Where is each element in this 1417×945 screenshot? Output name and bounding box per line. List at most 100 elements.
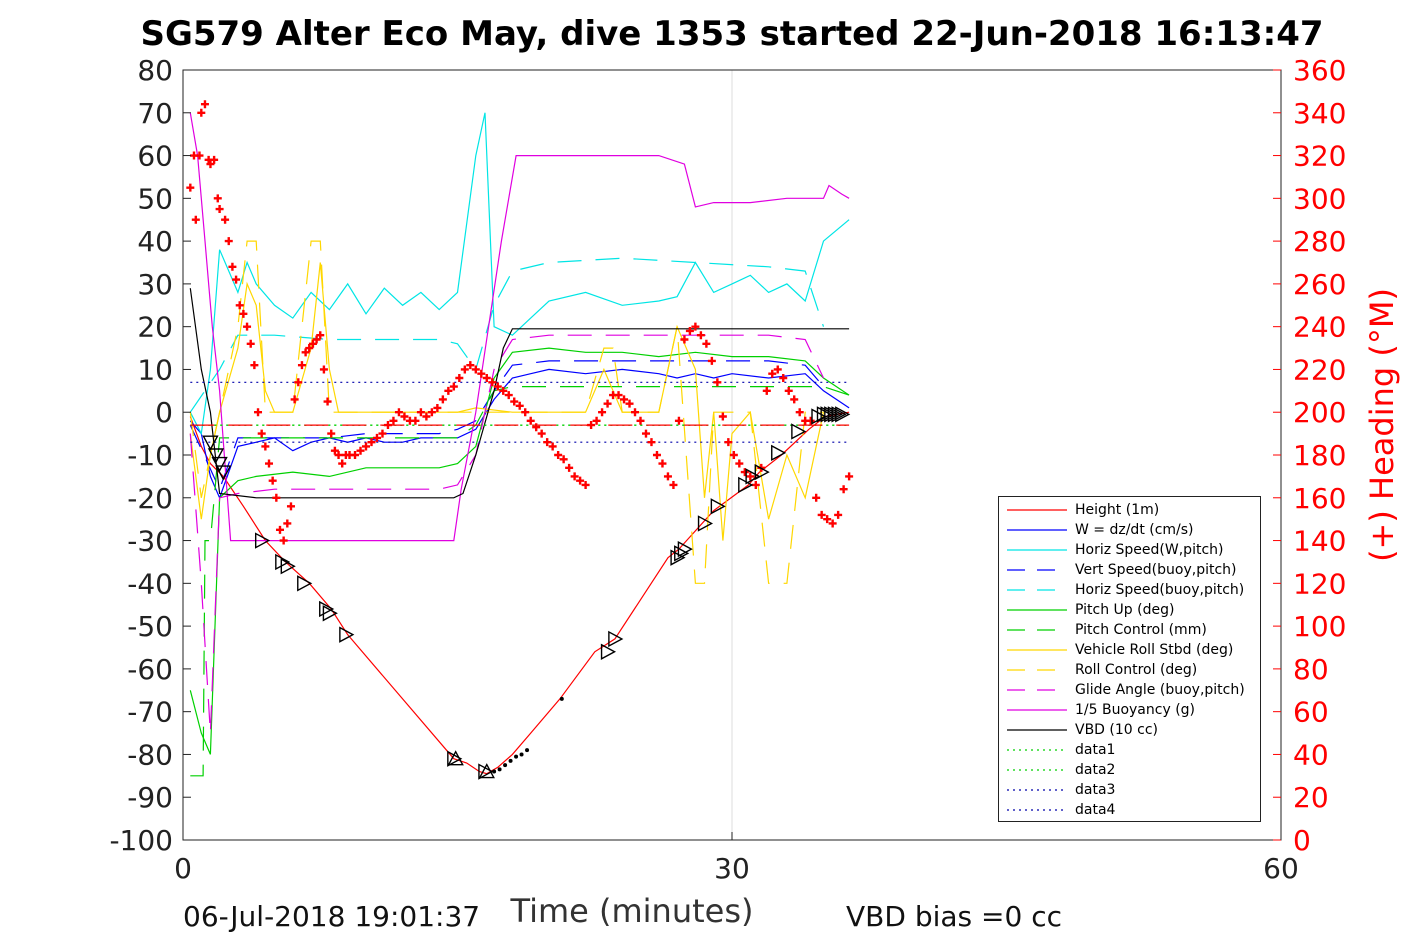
heading-marker xyxy=(246,339,255,348)
y-right-tick-label: 340 xyxy=(1293,97,1346,130)
dive-marker-up xyxy=(478,763,495,779)
heading-marker xyxy=(449,382,458,391)
heading-marker xyxy=(565,463,574,472)
dive-marker-right xyxy=(831,406,847,423)
heading-marker xyxy=(674,416,683,425)
heading-marker xyxy=(254,408,263,417)
heading-marker xyxy=(411,416,420,425)
dive-marker-right xyxy=(771,444,787,462)
legend-label: W = dz/dt (cm/s) xyxy=(1075,522,1194,538)
legend-swatch xyxy=(1007,689,1067,691)
heading-marker xyxy=(790,395,799,404)
y-tick-label: 80 xyxy=(137,54,173,87)
heading-marker xyxy=(327,429,336,438)
heading-marker xyxy=(290,395,299,404)
dive-marker-right xyxy=(674,545,690,562)
heading-marker xyxy=(652,451,661,459)
heading-marker xyxy=(631,408,640,417)
dive-marker-dot xyxy=(519,752,524,757)
heading-marker xyxy=(416,408,425,417)
legend-swatch xyxy=(1007,589,1067,591)
dive-marker-right xyxy=(827,406,843,423)
dive-marker-dot xyxy=(492,769,497,774)
legend-swatch xyxy=(1007,569,1067,571)
y-right-tick-label: 160 xyxy=(1293,482,1346,515)
heading-marker xyxy=(283,519,292,528)
y-right-tick-label: 260 xyxy=(1293,268,1346,301)
heading-marker xyxy=(570,472,579,481)
heading-marker xyxy=(614,391,623,400)
dive-marker-down xyxy=(202,435,219,451)
heading-marker xyxy=(235,301,244,310)
legend-entry: 1/5 Buoyancy (g) xyxy=(999,700,1258,720)
legend-label: Pitch Control (mm) xyxy=(1075,622,1207,638)
heading-marker xyxy=(477,369,486,378)
heading-marker xyxy=(532,423,541,432)
y-tick-label: -60 xyxy=(127,653,173,686)
heading-marker xyxy=(521,408,530,417)
heading-marker xyxy=(724,438,733,447)
y-right-tick-label: 120 xyxy=(1293,567,1346,600)
heading-marker xyxy=(510,397,519,406)
y-tick-label: 0 xyxy=(155,396,173,429)
heading-marker xyxy=(186,183,195,192)
heading-marker xyxy=(515,401,524,410)
heading-marker xyxy=(308,339,317,348)
dive-marker-right xyxy=(608,630,624,648)
heading-marker xyxy=(275,525,284,534)
heading-marker xyxy=(740,468,749,477)
dive-marker-right xyxy=(254,532,271,549)
heading-marker xyxy=(444,386,453,395)
legend-label: data3 xyxy=(1075,782,1116,798)
series-line-2 xyxy=(189,112,850,436)
heading-marker xyxy=(427,408,436,417)
heading-marker xyxy=(460,365,469,374)
y-right-tick-label: 360 xyxy=(1293,54,1346,87)
dive-marker-right xyxy=(745,468,761,485)
heading-marker xyxy=(696,331,705,340)
legend-swatch xyxy=(1007,789,1067,791)
heading-marker xyxy=(422,412,431,421)
heading-marker xyxy=(383,421,392,430)
dive-marker-right xyxy=(754,463,770,481)
heading-marker xyxy=(784,386,793,395)
y-tick-label: -40 xyxy=(127,567,173,600)
y-right-tick-label: 280 xyxy=(1293,225,1346,258)
legend-entry: data4 xyxy=(999,800,1258,820)
series-line-6 xyxy=(190,386,850,777)
heading-marker xyxy=(543,438,552,447)
legend-label: Height (1m) xyxy=(1075,502,1160,518)
heading-marker xyxy=(319,365,328,374)
y-right-tick-label: 60 xyxy=(1293,696,1329,729)
heading-marker xyxy=(224,237,233,246)
heading-marker xyxy=(471,365,480,374)
heading-marker xyxy=(438,395,447,404)
heading-marker xyxy=(378,429,387,438)
y-tick-label: -30 xyxy=(127,525,173,558)
x-tick-label: 60 xyxy=(1263,852,1299,885)
legend-label: VBD (10 cc) xyxy=(1075,722,1158,738)
dive-marker-right xyxy=(824,406,840,423)
legend-swatch xyxy=(1007,649,1067,651)
heading-marker xyxy=(272,493,281,502)
heading-marker xyxy=(707,356,716,365)
series-line-9 xyxy=(189,334,825,734)
y-right-axis-label: (+) Heading (°M) xyxy=(1363,288,1401,562)
dive-marker-dot xyxy=(508,758,513,763)
series-line-4 xyxy=(189,257,825,413)
heading-marker xyxy=(195,151,204,160)
heading-marker xyxy=(330,446,339,455)
dive-marker-right xyxy=(319,600,335,618)
legend-swatch xyxy=(1007,809,1067,811)
y-tick-label: -100 xyxy=(109,824,173,857)
legend-entry: Pitch Control (mm) xyxy=(999,620,1258,640)
dive-marker-right xyxy=(297,575,313,592)
heading-marker xyxy=(221,215,230,224)
legend-entry: Vehicle Roll Stbd (deg) xyxy=(999,640,1258,660)
y-right-tick-label: 200 xyxy=(1293,396,1346,429)
legend-swatch xyxy=(1007,529,1067,531)
heading-marker xyxy=(718,412,727,421)
dive-marker-up xyxy=(447,750,464,766)
heading-marker xyxy=(762,386,771,395)
dive-marker-dot xyxy=(525,748,530,753)
